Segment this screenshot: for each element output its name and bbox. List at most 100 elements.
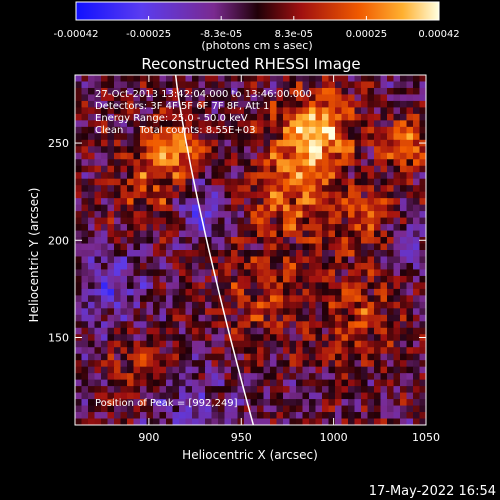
heatmap-cell: [296, 412, 304, 420]
heatmap-cell: [81, 347, 89, 355]
heatmap-cell: [159, 373, 167, 381]
heatmap-cell: [237, 165, 245, 173]
heatmap-cell: [114, 146, 122, 154]
heatmap-cell: [257, 230, 265, 238]
heatmap-cell: [94, 198, 102, 206]
heatmap-cell: [400, 250, 408, 258]
heatmap-cell: [146, 399, 154, 407]
heatmap-cell: [302, 100, 310, 109]
heatmap-cell: [335, 373, 343, 381]
heatmap-cell: [81, 75, 89, 83]
heatmap-cell: [309, 224, 317, 232]
heatmap-cell: [315, 94, 323, 102]
heatmap-cell: [341, 178, 349, 186]
heatmap-cell: [322, 340, 330, 348]
heatmap-cell: [413, 386, 421, 394]
heatmap-cell: [406, 243, 414, 251]
heatmap-cell: [335, 250, 343, 258]
heatmap-cell: [192, 301, 200, 309]
heatmap-cell: [263, 204, 271, 212]
heatmap-cell: [354, 243, 362, 251]
heatmap-cell: [101, 321, 109, 329]
heatmap-cell: [380, 250, 388, 258]
heatmap-cell: [114, 113, 122, 121]
heatmap-cell: [159, 366, 167, 374]
heatmap-cell: [387, 405, 395, 413]
heatmap-cell: [400, 146, 408, 154]
y-axis-label: Heliocentric Y (arcsec): [27, 188, 41, 323]
heatmap-cell: [250, 379, 258, 387]
heatmap-cell: [101, 204, 109, 212]
heatmap-cell: [198, 256, 206, 264]
heatmap-cell: [88, 146, 96, 154]
heatmap-cell: [140, 392, 148, 400]
heatmap-cell: [88, 87, 96, 96]
heatmap-cell: [328, 185, 336, 193]
heatmap-cell: [159, 334, 167, 342]
heatmap-cell: [198, 139, 206, 147]
heatmap-cell: [322, 327, 330, 335]
heatmap-cell: [172, 366, 180, 374]
heatmap-cell: [270, 418, 278, 425]
heatmap-cell: [101, 282, 109, 290]
heatmap-cell: [341, 198, 349, 206]
heatmap-cell: [270, 399, 278, 407]
heatmap-cell: [107, 237, 115, 245]
heatmap-cell: [335, 81, 343, 89]
heatmap-cell: [244, 327, 252, 335]
heatmap-cell: [159, 126, 167, 134]
heatmap-cell: [120, 399, 128, 407]
heatmap-cell: [348, 211, 356, 219]
heatmap-cell: [146, 75, 154, 83]
heatmap-cell: [250, 334, 258, 342]
heatmap-cell: [211, 301, 219, 309]
heatmap-cell: [354, 405, 362, 413]
heatmap-cell: [198, 399, 206, 407]
heatmap-cell: [270, 224, 278, 232]
heatmap-cell: [309, 230, 317, 238]
heatmap-cell: [88, 288, 96, 296]
heatmap-cell: [328, 113, 336, 121]
heatmap-cell: [335, 301, 343, 309]
heatmap-cell: [224, 412, 232, 420]
heatmap-cell: [374, 256, 382, 264]
heatmap-cell: [166, 172, 174, 180]
heatmap-cell: [354, 178, 362, 186]
heatmap-cell: [140, 250, 148, 258]
heatmap-cell: [341, 353, 349, 361]
heatmap-cell: [120, 269, 128, 277]
heatmap-cell: [75, 178, 83, 186]
heatmap-cell: [159, 146, 167, 154]
heatmap-cell: [315, 100, 323, 109]
heatmap-cell: [322, 360, 330, 368]
heatmap-cell: [387, 120, 395, 128]
peak-position-label: Position of Peak = [992,249]: [95, 398, 238, 409]
heatmap-cell: [192, 165, 200, 173]
heatmap-cell: [114, 237, 122, 245]
heatmap-cell: [140, 159, 148, 167]
heatmap-cell: [296, 321, 304, 329]
heatmap-cell: [354, 146, 362, 154]
heatmap-cell: [250, 165, 258, 173]
heatmap-cell: [107, 224, 115, 232]
heatmap-cell: [348, 282, 356, 290]
heatmap-cell: [419, 301, 426, 309]
heatmap-cell: [179, 81, 187, 89]
heatmap-cell: [114, 126, 122, 134]
heatmap-cell: [335, 230, 343, 238]
heatmap-cell: [387, 107, 395, 115]
heatmap-cell: [296, 373, 304, 381]
heatmap-cell: [302, 211, 310, 219]
heatmap-cell: [101, 230, 109, 238]
heatmap-cell: [374, 405, 382, 413]
heatmap-cell: [127, 399, 135, 407]
heatmap-cell: [419, 399, 426, 407]
heatmap-cell: [296, 146, 304, 154]
heatmap-cell: [218, 412, 226, 420]
heatmap-cell: [179, 126, 187, 134]
heatmap-cell: [289, 295, 297, 303]
heatmap-cell: [367, 334, 375, 342]
heatmap-cell: [309, 217, 317, 225]
heatmap-cell: [140, 211, 148, 219]
heatmap-cell: [133, 94, 141, 102]
